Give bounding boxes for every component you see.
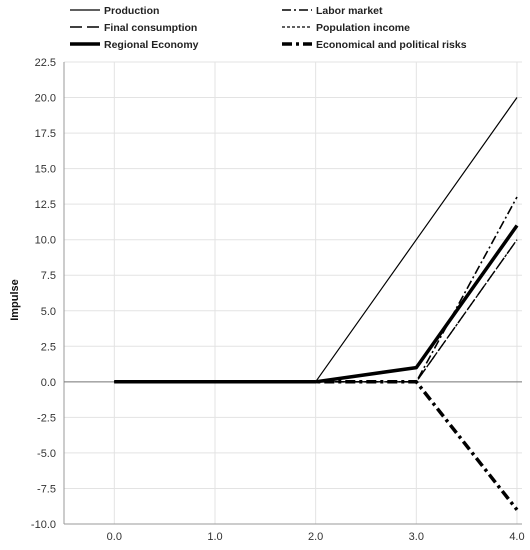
y-tick-label: -7.5 <box>37 483 56 495</box>
x-tick-label: 4.0 <box>509 531 524 543</box>
y-tick-label: 22.5 <box>35 57 56 69</box>
x-tick-label: 0.0 <box>107 531 122 543</box>
legend-label-final-consumption: Final consumption <box>104 22 197 34</box>
y-tick-label: 7.5 <box>41 270 56 282</box>
axes <box>63 62 522 525</box>
x-tick-label: 3.0 <box>409 531 424 543</box>
y-tick-label: 20.0 <box>35 93 56 105</box>
y-tick-label: -2.5 <box>37 412 56 424</box>
grid-lines <box>64 61 522 525</box>
y-tick-label: 5.0 <box>41 306 56 318</box>
y-tick-label: 0.0 <box>41 377 56 389</box>
y-tick-label: 15.0 <box>35 164 56 176</box>
legend: Production Labor market Final consumption P… <box>70 5 467 51</box>
y-tick-label: -5.0 <box>37 448 56 460</box>
y-tick-label: 10.0 <box>35 235 56 247</box>
x-tick-label: 1.0 <box>207 531 222 543</box>
legend-label-population-income: Population income <box>316 22 410 34</box>
series-line-economical-and-political-risks <box>114 380 519 511</box>
legend-label-labor-market: Labor market <box>316 5 383 17</box>
y-tick-label: 2.5 <box>41 341 56 353</box>
y-tick-label: 17.5 <box>35 128 56 140</box>
series-lines <box>114 97 519 511</box>
x-tick-label: 2.0 <box>308 531 323 543</box>
x-tick-labels: 0.0 1.0 2.0 3.0 4.0 <box>107 531 525 543</box>
legend-label-economical-and-political-risks: Economical and political risks <box>316 39 467 51</box>
legend-label-production: Production <box>104 5 159 17</box>
y-tick-label: 12.5 <box>35 199 56 211</box>
y-tick-label: -10.0 <box>31 519 56 531</box>
y-axis-label: Impulse <box>9 279 21 321</box>
legend-label-regional-economy: Regional Economy <box>104 39 199 51</box>
y-tick-labels: 22.5 20.0 17.5 15.0 12.5 10.0 7.5 5.0 2.5 0.0 -2.5… <box>31 57 56 531</box>
